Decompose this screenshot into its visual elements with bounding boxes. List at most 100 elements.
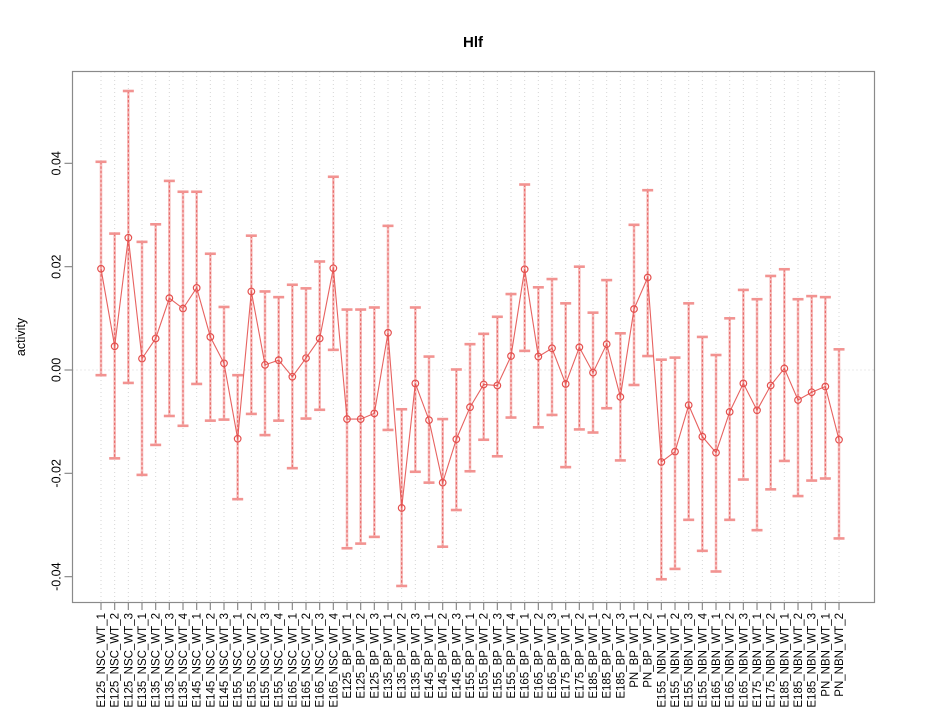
x-tick-label: E145_BP_WT_2 — [438, 613, 450, 699]
data-point — [493, 381, 502, 390]
x-tick-label: E135_BP_WT_3 — [410, 613, 422, 699]
x-tick-label: E185_NBN_WT_3 — [807, 613, 819, 708]
data-point — [684, 401, 693, 410]
data-point — [151, 334, 160, 343]
data-point — [370, 409, 379, 418]
data-point — [575, 343, 584, 352]
x-tick-label: E155_NSC_WT_4 — [274, 612, 286, 707]
data-point — [835, 435, 843, 444]
x-tick-label: E145_BP_WT_1 — [424, 613, 436, 699]
x-tick-label: E135_NSC_WT_3 — [164, 613, 176, 708]
x-tick-label: E125_BP_WT_1 — [342, 613, 354, 699]
x-tick-label: E145_NSC_WT_1 — [192, 613, 204, 708]
x-tick-label: E175_NBN_WT_1 — [752, 613, 764, 708]
data-point — [165, 294, 174, 303]
data-point — [821, 382, 830, 391]
x-tick-label: E155_NSC_WT_2 — [246, 613, 258, 708]
data-point — [712, 448, 720, 457]
plot-border — [71, 70, 876, 604]
x-tick-label: E185_BP_WT_1 — [588, 613, 600, 699]
x-tick-label: E135_NSC_WT_2 — [151, 613, 163, 708]
data-point — [753, 406, 761, 415]
data-series-layer — [95, 89, 845, 588]
data-point — [384, 328, 392, 337]
data-point — [274, 356, 283, 365]
x-tick-label: E125_NSC_WT_2 — [110, 613, 122, 708]
data-point — [288, 372, 297, 381]
chart-title: Hlf — [463, 34, 484, 51]
y-tick-label: 0.04 — [49, 151, 63, 175]
x-tick-label: PN_BP_WT_1 — [629, 613, 641, 688]
data-point — [479, 380, 488, 389]
x-tick-label: E185_BP_WT_3 — [615, 613, 627, 699]
data-point — [794, 396, 802, 404]
x-tick-label: E185_NBN_WT_2 — [793, 613, 805, 708]
y-tick-label: 0.02 — [49, 254, 63, 278]
data-point — [261, 360, 269, 369]
data-point — [643, 273, 652, 282]
y-tick-label: -0.04 — [49, 562, 63, 591]
y-tick-label: -0.02 — [49, 459, 63, 488]
x-tick-label: E135_NSC_WT_1 — [137, 613, 149, 708]
data-point — [124, 233, 133, 242]
data-point — [452, 435, 461, 444]
data-point — [739, 379, 748, 388]
data-point — [589, 368, 597, 377]
x-tick-label: E165_NSC_WT_1 — [287, 613, 299, 708]
x-tick-label: E155_BP_WT_3 — [492, 613, 504, 699]
data-point — [507, 352, 515, 360]
x-tick-label: E175_BP_WT_2 — [574, 613, 586, 699]
x-tick-label: E145_NSC_WT_3 — [219, 613, 231, 708]
x-tick-label: E165_BP_WT_2 — [533, 613, 545, 699]
data-point — [110, 342, 119, 351]
x-tick-label: E155_NSC_WT_1 — [233, 613, 245, 708]
x-tick-label: E165_NBN_WT_3 — [738, 613, 750, 708]
data-point — [356, 415, 365, 423]
x-tick-label: E135_BP_WT_2 — [397, 613, 409, 699]
x-tick-label: E125_BP_WT_2 — [356, 613, 368, 699]
data-point — [698, 432, 707, 441]
x-tick-label: E145_NSC_WT_2 — [205, 613, 217, 708]
data-point — [411, 379, 420, 388]
y-tick-label: 0.00 — [49, 358, 63, 382]
data-point — [206, 333, 215, 341]
x-tick-label: E125_NSC_WT_1 — [96, 613, 108, 708]
x-tick-label: E155_NSC_WT_3 — [260, 613, 272, 708]
data-point — [630, 305, 638, 313]
x-tick-label: E185_NBN_WT_1 — [779, 613, 791, 708]
data-point — [97, 264, 105, 273]
x-tick-label: E165_NSC_WT_4 — [328, 612, 340, 707]
data-point — [179, 304, 187, 313]
x-tick-label: E165_NSC_WT_2 — [301, 613, 313, 708]
data-point — [438, 478, 447, 487]
x-tick-label: E165_NBN_WT_2 — [725, 613, 737, 708]
x-tick-label: E165_BP_WT_1 — [520, 613, 532, 699]
data-point — [520, 265, 529, 274]
data-point — [807, 388, 816, 397]
data-point — [766, 381, 775, 390]
x-tick-label: E145_BP_WT_3 — [451, 613, 463, 699]
x-tick-label: E155_BP_WT_1 — [465, 613, 477, 699]
data-point — [138, 354, 146, 363]
x-tick-label: E165_NSC_WT_3 — [315, 613, 327, 708]
data-point — [192, 283, 201, 292]
x-tick-label: E155_NBN_WT_3 — [684, 613, 696, 708]
data-point — [397, 504, 406, 512]
y-axis-label: activity — [14, 317, 28, 356]
data-point — [548, 344, 556, 353]
data-point — [247, 287, 256, 296]
x-tick-label: PN_NBN_WT_2 — [834, 613, 846, 697]
x-tick-label: E155_NBN_WT_1 — [656, 613, 668, 708]
data-point — [780, 364, 789, 373]
x-tick-label: E155_NBN_WT_4 — [697, 612, 709, 707]
x-tick-label: E125_NSC_WT_3 — [123, 613, 135, 708]
grid-layer — [72, 72, 875, 603]
data-point — [220, 359, 228, 368]
x-tick-label: E135_BP_WT_1 — [383, 613, 395, 699]
data-point — [725, 407, 734, 416]
x-tick-label: E175_NBN_WT_2 — [766, 613, 778, 708]
x-tick-label: E125_BP_WT_3 — [369, 613, 381, 699]
x-tick-label: E185_BP_WT_2 — [602, 613, 614, 699]
data-point — [302, 354, 310, 363]
